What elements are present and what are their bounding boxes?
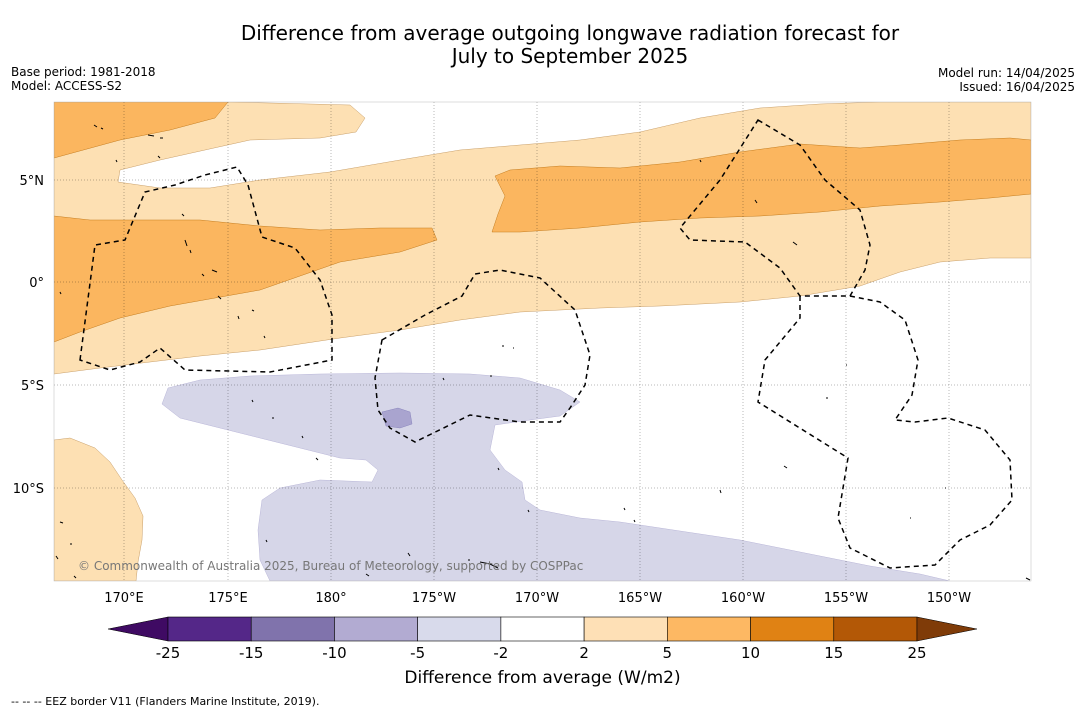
anomaly-region-minus10-to-minus5 [381, 407, 413, 429]
model-run: Model run: 14/04/2025 [937, 66, 1075, 80]
colorbar-tick-label: 15 [824, 644, 843, 662]
anomaly-region-5-to-10-nw [54, 102, 229, 159]
lon-label: 150°W [927, 591, 971, 606]
colorbar-tick-label: 10 [741, 644, 760, 662]
colorbar-tick-label: -2 [493, 644, 508, 662]
lat-label: 5°S [21, 379, 44, 394]
colorbar-tick-label: -15 [239, 644, 264, 662]
base-period: Base period: 1981-2018 [11, 65, 156, 79]
anomaly-region-5-to-10-west [54, 215, 438, 343]
lon-label: 170°W [515, 591, 559, 606]
colorbar-tick-label: 5 [663, 644, 673, 662]
title-line-1: Difference from average outgoing longwav… [240, 21, 900, 45]
colorbar-cell [500, 616, 585, 642]
lon-label: 170°E [104, 591, 144, 606]
lon-label: 160°W [721, 591, 765, 606]
map-border [53, 101, 1032, 582]
attribution-text: © Commonwealth of Australia 2025, Bureau… [78, 559, 583, 573]
lon-label: 175°E [208, 591, 248, 606]
eez-tokelau [374, 269, 591, 443]
lat-label: 5°N [20, 174, 45, 189]
anomaly-region-2-to-5-sw [54, 437, 144, 581]
eez-cook-islands-north [757, 295, 1013, 569]
model-name: Model: ACCESS-S2 [11, 79, 123, 93]
colorbar-tick-label: -10 [322, 644, 347, 662]
colorbar-label: Difference from average (W/m2) [404, 668, 681, 688]
lat-labels: 5°N 0° 5°S 10°S [13, 174, 44, 497]
colorbar-cell [417, 616, 502, 642]
colorbar-cell [250, 616, 335, 642]
eez-tuvalu [79, 166, 333, 373]
eez-borders [79, 118, 1013, 569]
title-line-2: July to September 2025 [451, 44, 689, 68]
eez-legend: -- -- -- EEZ border V11 (Flanders Marine… [11, 695, 320, 708]
anomaly-region-5-to-10-east [491, 137, 1031, 233]
map-title: Difference from average outgoing longwav… [0, 22, 1085, 68]
colorbar-tick-label: 2 [579, 644, 589, 662]
colorbar-cell [334, 616, 418, 642]
eez-line-islands [679, 118, 871, 297]
colorbar-cell [667, 616, 751, 642]
colorbar-arrow-right [916, 616, 978, 642]
lon-label: 165°W [618, 591, 662, 606]
colorbar-tick-label: 25 [907, 644, 926, 662]
lon-labels: 170°E 175°E 180° 175°W 170°W 165°W 160°W… [104, 591, 971, 606]
islands [55, 124, 1031, 581]
lon-label: 155°W [824, 591, 868, 606]
issued-date: Issued: 16/04/2025 [959, 80, 1075, 94]
colorbar-cell [750, 616, 835, 642]
colorbar-cell [833, 616, 918, 642]
colorbar-cell [583, 616, 668, 642]
lon-label: 175°W [412, 591, 456, 606]
colorbar-tick-label: -25 [156, 644, 181, 662]
meta-left: Base period: 1981-2018 Model: ACCESS-S2 [11, 65, 156, 93]
colorbar: -25 -15 -10 -5 -2 2 5 10 15 25 [107, 616, 978, 662]
lon-label: 180° [315, 591, 346, 606]
gridlines [54, 102, 1031, 581]
meta-right: Model run: 14/04/2025 Issued: 16/04/2025 [938, 66, 1075, 94]
lat-label: 10°S [13, 482, 44, 497]
lat-label: 0° [29, 276, 44, 291]
map-area: © Commonwealth of Australia 2025, Bureau… [54, 102, 1031, 581]
colorbar-cell [167, 616, 252, 642]
anomaly-region-minus5-to-minus2 [161, 372, 951, 581]
colorbar-arrow-left [107, 616, 169, 642]
colorbar-tick-label: -5 [410, 644, 425, 662]
